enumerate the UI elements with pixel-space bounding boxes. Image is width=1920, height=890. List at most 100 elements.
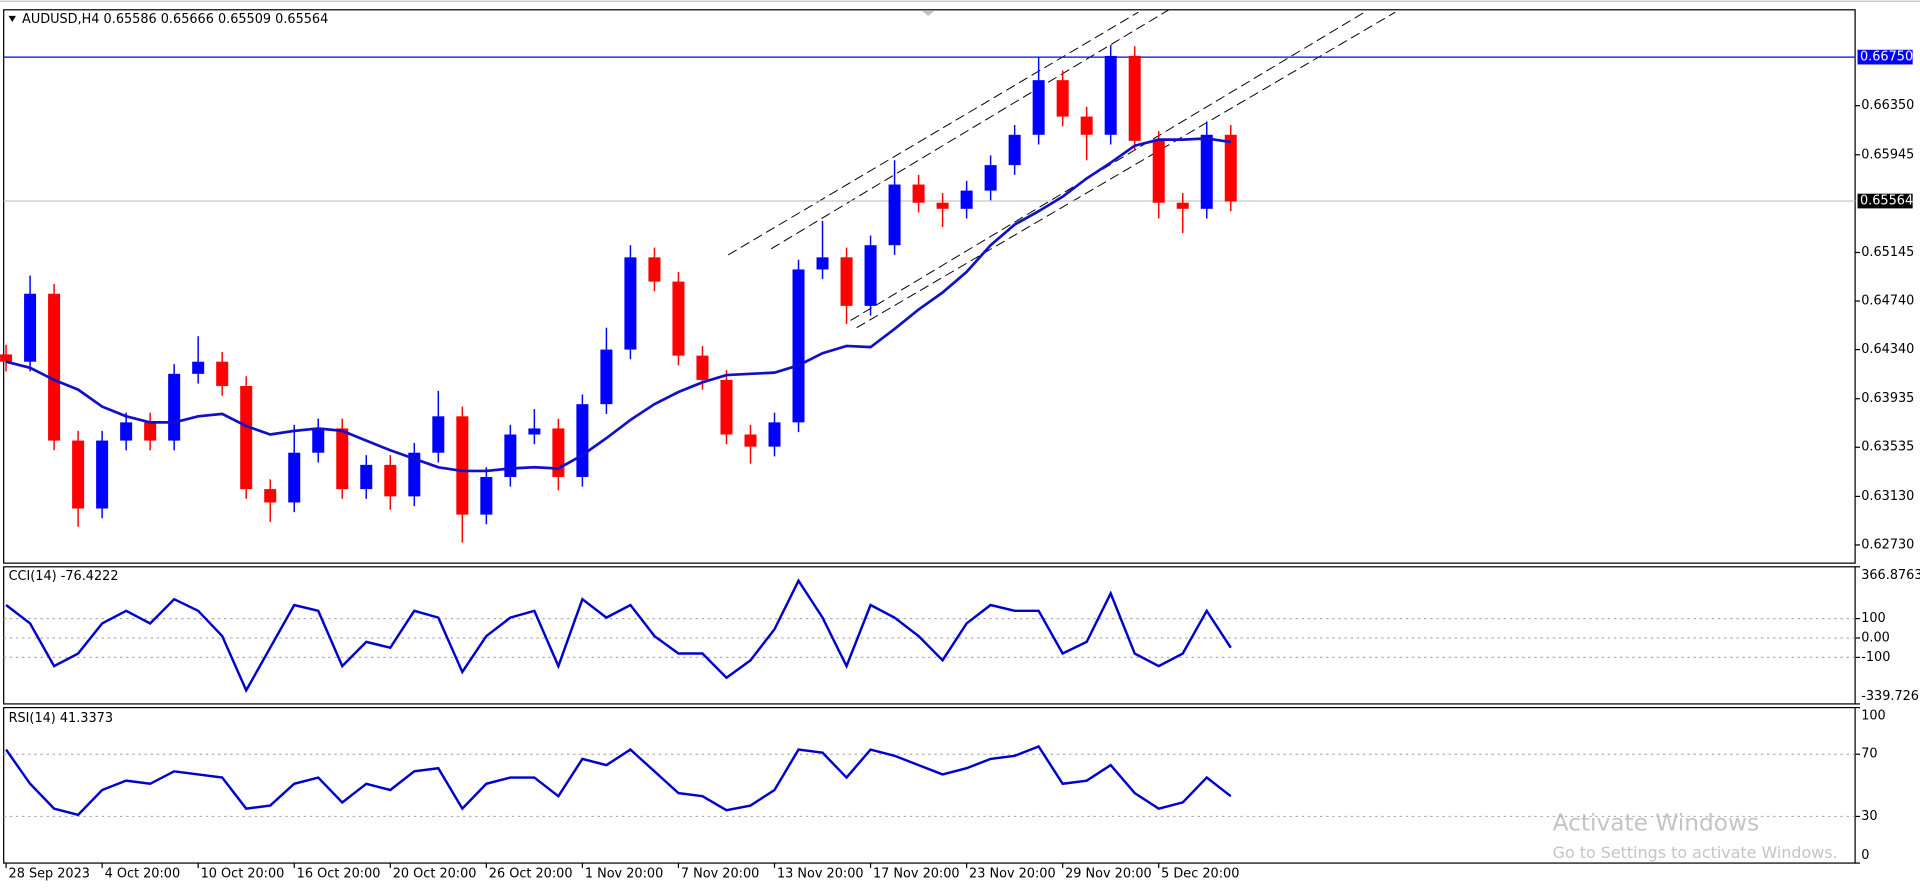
candle-body <box>432 416 445 453</box>
candle-body <box>384 464 397 497</box>
indicator-line <box>5 744 1232 817</box>
candle-body <box>96 440 109 509</box>
candle-body <box>1224 134 1237 202</box>
candle-body <box>960 190 973 209</box>
candle-body <box>1128 55 1141 141</box>
x-tick-label: 17 Nov 20:00 <box>873 867 960 882</box>
candle-body <box>552 428 565 477</box>
candle-body <box>528 428 541 435</box>
candle-body <box>336 428 349 490</box>
channel-line <box>727 11 1139 256</box>
candle-body <box>0 354 13 362</box>
main-title: AUDUSD,H4 0.65586 0.65666 0.65509 0.6556… <box>22 12 328 27</box>
candle-body <box>1176 202 1189 209</box>
candle-body <box>504 434 517 477</box>
y-tick-label: 0.63130 <box>1861 489 1914 504</box>
candle-body <box>168 373 181 441</box>
main-panel <box>3 9 1856 564</box>
price-label: 0.66750 <box>1860 50 1913 65</box>
y-tick-label: 0.64340 <box>1861 342 1914 357</box>
moving-average <box>5 137 1231 473</box>
candle-body <box>312 428 325 453</box>
candle-body <box>672 281 685 356</box>
candle-body <box>288 452 301 503</box>
candle-body <box>144 422 157 441</box>
x-tick-label: 26 Oct 20:00 <box>489 867 573 882</box>
candle-body <box>24 293 37 362</box>
candle-body <box>120 422 133 441</box>
candle-body <box>648 257 661 282</box>
candle-body <box>1104 55 1117 135</box>
y-tick-label: -339.7266 <box>1861 689 1920 704</box>
x-tick-label: 28 Sep 2023 <box>9 867 90 882</box>
candle-body <box>1080 116 1093 135</box>
y-tick-label: 100 <box>1861 611 1886 626</box>
candle-body <box>936 202 949 209</box>
rsi-panel <box>3 706 1856 864</box>
cci-title: CCI(14) -76.4222 <box>9 569 119 584</box>
candle-body <box>816 257 829 270</box>
y-tick-label: 0.65945 <box>1861 147 1914 162</box>
candle-body <box>864 245 877 306</box>
candle-body <box>1032 80 1045 135</box>
y-tick-label: 0 <box>1861 848 1869 863</box>
indicator-line <box>5 578 1232 694</box>
y-tick-label: 0.63935 <box>1861 391 1914 406</box>
watermark-title: Activate Windows <box>1553 809 1759 836</box>
price-label: 0.65564 <box>1860 194 1913 209</box>
candle-body <box>600 349 613 405</box>
candle-body <box>720 379 733 435</box>
x-tick-label: 1 Nov 20:00 <box>585 867 663 882</box>
y-tick-label: 100 <box>1861 709 1886 724</box>
candle-body <box>480 476 493 515</box>
candle-body <box>888 184 901 246</box>
candle-body <box>360 464 373 490</box>
symbol-dropdown-icon[interactable] <box>8 15 16 23</box>
x-tick-label: 16 Oct 20:00 <box>297 867 381 882</box>
candle-body <box>696 355 709 380</box>
candle-body <box>72 440 85 509</box>
y-tick-label: 0.00 <box>1861 630 1890 645</box>
candle-body <box>216 361 229 386</box>
candle-body <box>1056 80 1069 117</box>
x-tick-label: 7 Nov 20:00 <box>681 867 759 882</box>
x-tick-label: 4 Oct 20:00 <box>105 867 181 882</box>
candle-body <box>840 257 853 306</box>
candle-body <box>48 293 61 441</box>
x-tick-label: 20 Oct 20:00 <box>393 867 477 882</box>
y-tick-label: 0.64740 <box>1861 294 1914 309</box>
candle-body <box>456 416 469 515</box>
x-tick-label: 10 Oct 20:00 <box>201 867 285 882</box>
y-tick-label: 30 <box>1861 809 1877 824</box>
candle-body <box>1008 134 1021 166</box>
candle-body <box>576 404 589 477</box>
y-tick-label: 70 <box>1861 747 1877 762</box>
y-tick-label: 0.63535 <box>1861 440 1914 455</box>
y-tick-label: 0.65145 <box>1861 245 1914 260</box>
x-tick-label: 23 Nov 20:00 <box>969 867 1056 882</box>
candle-body <box>744 434 757 447</box>
chart-shift-marker <box>922 11 935 16</box>
channel-line <box>856 11 1396 329</box>
rsi-title: RSI(14) 41.3373 <box>9 711 113 726</box>
y-tick-label: -100 <box>1861 650 1890 665</box>
y-tick-label: 0.62730 <box>1861 537 1914 552</box>
channel-line <box>770 9 1170 250</box>
x-tick-label: 5 Dec 20:00 <box>1161 867 1239 882</box>
candle-body <box>408 452 421 497</box>
candle-body <box>1152 140 1165 203</box>
y-tick-label: 0.66350 <box>1861 98 1914 113</box>
cci-panel <box>3 566 1856 705</box>
x-tick-label: 29 Nov 20:00 <box>1065 867 1152 882</box>
candle-body <box>912 184 925 203</box>
candle-body <box>984 165 997 191</box>
y-tick-label: 366.8763 <box>1861 568 1920 583</box>
candle-body <box>240 385 253 490</box>
candle-body <box>264 489 277 503</box>
candle-body <box>768 422 781 447</box>
candle-body <box>792 269 805 423</box>
candle-body <box>192 361 205 374</box>
watermark-subtitle: Go to Settings to activate Windows. <box>1553 843 1838 862</box>
